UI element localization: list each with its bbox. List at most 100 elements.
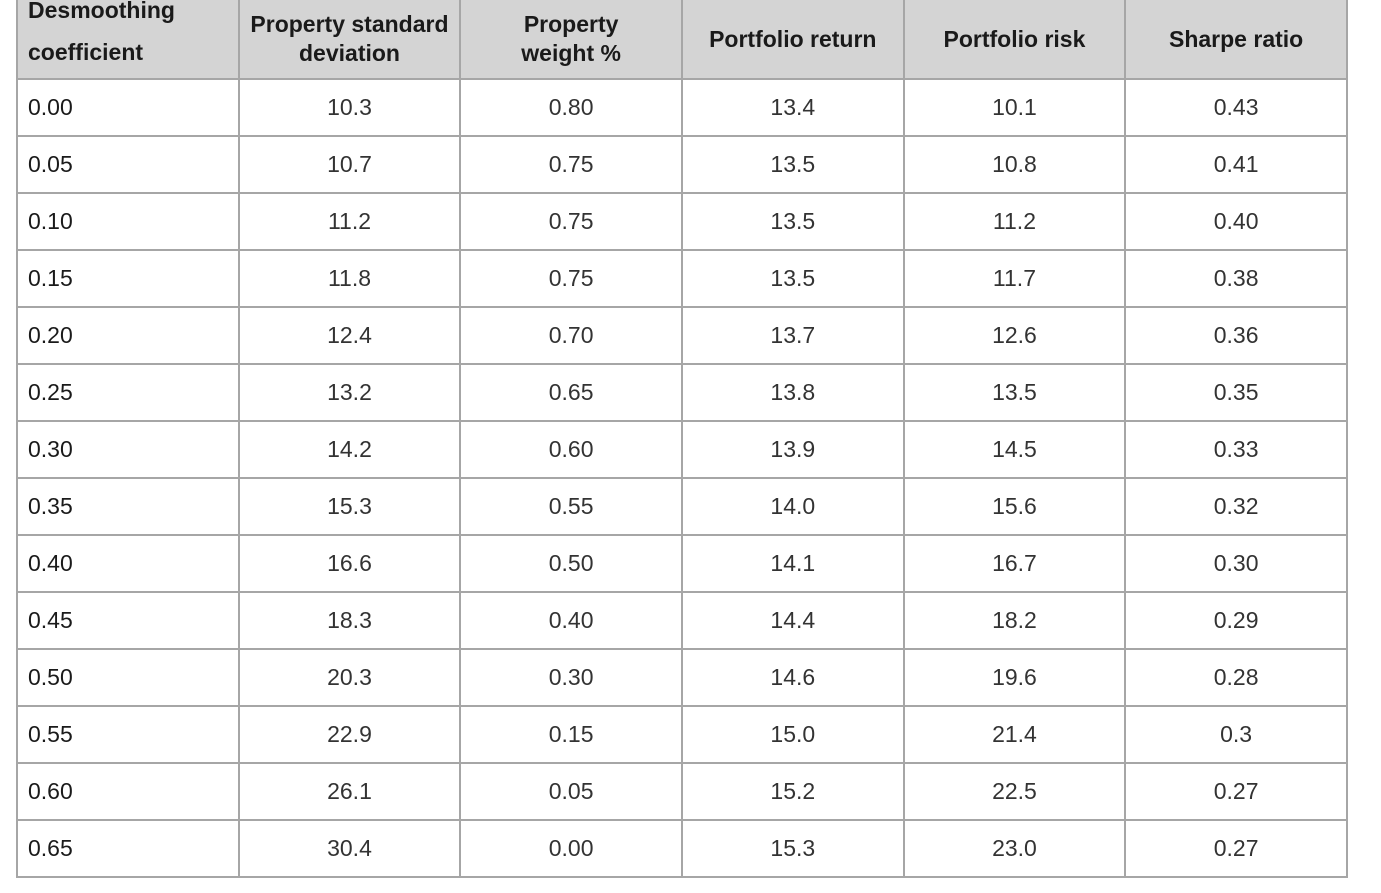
cell-portfolio-return: 15.0 — [680, 705, 905, 764]
cell-property-weight: 0.80 — [459, 78, 683, 137]
cell-portfolio-return: 13.9 — [680, 420, 905, 479]
cell-property-std-dev: 20.3 — [237, 648, 462, 707]
table-row: 0.50 20.3 0.30 14.6 19.6 0.28 — [16, 648, 1348, 707]
cell-property-std-dev: 10.3 — [237, 78, 462, 137]
cell-portfolio-return: 13.5 — [680, 135, 905, 194]
cell-sharpe-ratio: 0.3 — [1124, 705, 1348, 764]
cell-portfolio-return: 14.0 — [680, 477, 905, 536]
data-table: Desmoothing coefficient Property standar… — [16, 0, 1348, 878]
cell-desmoothing-coefficient: 0.25 — [16, 363, 240, 422]
cell-sharpe-ratio: 0.27 — [1124, 762, 1348, 821]
cell-portfolio-risk: 14.5 — [902, 420, 1127, 479]
cell-portfolio-risk: 10.1 — [902, 78, 1127, 137]
cell-sharpe-ratio: 0.40 — [1124, 192, 1348, 251]
cell-property-weight: 0.75 — [459, 135, 683, 194]
cell-property-std-dev: 13.2 — [237, 363, 462, 422]
table-row: 0.45 18.3 0.40 14.4 18.2 0.29 — [16, 591, 1348, 650]
cell-portfolio-risk: 11.7 — [902, 249, 1127, 308]
data-table-container: Desmoothing coefficient Property standar… — [16, 0, 1348, 878]
cell-property-std-dev: 16.6 — [237, 534, 462, 593]
header-psd-line1: Property standard — [250, 11, 449, 37]
cell-portfolio-risk: 15.6 — [902, 477, 1127, 536]
cell-sharpe-ratio: 0.27 — [1124, 819, 1348, 878]
table-row: 0.55 22.9 0.15 15.0 21.4 0.3 — [16, 705, 1348, 764]
cell-portfolio-risk: 19.6 — [902, 648, 1127, 707]
header-pw-line1: Property — [523, 11, 619, 37]
table-row: 0.60 26.1 0.05 15.2 22.5 0.27 — [16, 762, 1348, 821]
cell-desmoothing-coefficient: 0.15 — [16, 249, 240, 308]
header-psd-line2: deviation — [299, 40, 400, 66]
cell-desmoothing-coefficient: 0.00 — [16, 78, 240, 137]
cell-portfolio-return: 14.1 — [680, 534, 905, 593]
cell-property-weight: 0.30 — [459, 648, 683, 707]
cell-portfolio-return: 14.4 — [680, 591, 905, 650]
cell-property-weight: 0.05 — [459, 762, 683, 821]
header-row: Desmoothing coefficient Property standar… — [16, 0, 1348, 80]
cell-property-std-dev: 18.3 — [237, 591, 462, 650]
cell-property-std-dev: 22.9 — [237, 705, 462, 764]
table-row: 0.15 11.8 0.75 13.5 11.7 0.38 — [16, 249, 1348, 308]
cell-property-weight: 0.00 — [459, 819, 683, 878]
cell-property-weight: 0.15 — [459, 705, 683, 764]
table-row: 0.25 13.2 0.65 13.8 13.5 0.35 — [16, 363, 1348, 422]
cell-property-weight: 0.40 — [459, 591, 683, 650]
cell-property-std-dev: 26.1 — [237, 762, 462, 821]
table-row: 0.00 10.3 0.80 13.4 10.1 0.43 — [16, 78, 1348, 137]
cell-portfolio-risk: 21.4 — [902, 705, 1127, 764]
cell-sharpe-ratio: 0.32 — [1124, 477, 1348, 536]
header-property-weight: Property weight % — [459, 0, 683, 80]
cell-property-weight: 0.55 — [459, 477, 683, 536]
cell-desmoothing-coefficient: 0.55 — [16, 705, 240, 764]
cell-portfolio-return: 15.2 — [680, 762, 905, 821]
header-sharpe-ratio: Sharpe ratio — [1124, 0, 1348, 80]
cell-desmoothing-coefficient: 0.20 — [16, 306, 240, 365]
cell-property-weight: 0.70 — [459, 306, 683, 365]
cell-sharpe-ratio: 0.36 — [1124, 306, 1348, 365]
cell-desmoothing-coefficient: 0.05 — [16, 135, 240, 194]
cell-portfolio-return: 13.5 — [680, 192, 905, 251]
cell-property-std-dev: 12.4 — [237, 306, 462, 365]
table-row: 0.20 12.4 0.70 13.7 12.6 0.36 — [16, 306, 1348, 365]
cell-portfolio-return: 13.5 — [680, 249, 905, 308]
cell-portfolio-risk: 23.0 — [902, 819, 1127, 878]
header-prisk-label: Portfolio risk — [943, 25, 1086, 52]
cell-property-std-dev: 11.8 — [237, 249, 462, 308]
header-pr-label: Portfolio return — [709, 25, 877, 52]
header-property-standard-deviation: Property standard deviation — [237, 0, 462, 80]
cell-property-weight: 0.75 — [459, 249, 683, 308]
cell-property-weight: 0.65 — [459, 363, 683, 422]
cell-desmoothing-coefficient: 0.45 — [16, 591, 240, 650]
cell-property-weight: 0.75 — [459, 192, 683, 251]
header-pw-line2: weight % — [521, 40, 621, 66]
table-row: 0.10 11.2 0.75 13.5 11.2 0.40 — [16, 192, 1348, 251]
table-row: 0.65 30.4 0.00 15.3 23.0 0.27 — [16, 819, 1348, 878]
table-row: 0.30 14.2 0.60 13.9 14.5 0.33 — [16, 420, 1348, 479]
cell-portfolio-risk: 22.5 — [902, 762, 1127, 821]
table-row: 0.05 10.7 0.75 13.5 10.8 0.41 — [16, 135, 1348, 194]
table-row: 0.40 16.6 0.50 14.1 16.7 0.30 — [16, 534, 1348, 593]
cell-portfolio-risk: 18.2 — [902, 591, 1127, 650]
header-portfolio-return: Portfolio return — [680, 0, 905, 80]
cell-portfolio-return: 13.4 — [680, 78, 905, 137]
cell-sharpe-ratio: 0.35 — [1124, 363, 1348, 422]
table-row: 0.35 15.3 0.55 14.0 15.6 0.32 — [16, 477, 1348, 536]
table-header: Desmoothing coefficient Property standar… — [16, 0, 1348, 80]
cell-sharpe-ratio: 0.43 — [1124, 78, 1348, 137]
cell-desmoothing-coefficient: 0.10 — [16, 192, 240, 251]
table-body: 0.00 10.3 0.80 13.4 10.1 0.43 0.05 10.7 0.75 13.5… — [16, 78, 1348, 878]
cell-property-weight: 0.60 — [459, 420, 683, 479]
cell-portfolio-risk: 11.2 — [902, 192, 1127, 251]
cell-sharpe-ratio: 0.28 — [1124, 648, 1348, 707]
cell-property-std-dev: 10.7 — [237, 135, 462, 194]
header-portfolio-risk: Portfolio risk — [902, 0, 1127, 80]
cell-property-std-dev: 14.2 — [237, 420, 462, 479]
cell-portfolio-return: 14.6 — [680, 648, 905, 707]
cell-sharpe-ratio: 0.41 — [1124, 135, 1348, 194]
header-desmoothing-line2: coefficient — [28, 39, 144, 65]
cell-portfolio-return: 13.7 — [680, 306, 905, 365]
cell-desmoothing-coefficient: 0.30 — [16, 420, 240, 479]
cell-property-weight: 0.50 — [459, 534, 683, 593]
header-sharpe-label: Sharpe ratio — [1169, 25, 1304, 52]
cell-portfolio-risk: 12.6 — [902, 306, 1127, 365]
cell-portfolio-risk: 13.5 — [902, 363, 1127, 422]
